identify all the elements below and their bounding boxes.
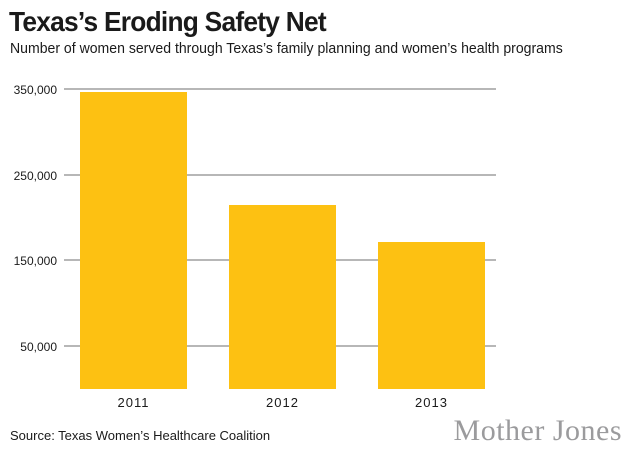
mother-jones-logo: Mother Jones: [453, 414, 622, 447]
gridline-350000: [64, 87, 496, 90]
bar-2013: [378, 242, 485, 389]
y-axis-tick-label: 50,000: [20, 340, 57, 355]
y-axis-tick-label: 150,000: [13, 254, 57, 269]
x-axis-tick-label: 2013: [415, 395, 448, 410]
x-axis-tick-label: 2011: [117, 395, 150, 410]
y-axis-tick-label: 250,000: [13, 168, 57, 183]
chart-title: Texas’s Eroding Safety Net: [9, 6, 327, 37]
chart-subtitle: Number of women served through Texas’s f…: [10, 41, 563, 57]
y-axis-tick-label: 350,000: [13, 82, 57, 97]
bar-2012: [229, 204, 336, 389]
source-credit: Source: Texas Women’s Healthcare Coaliti…: [10, 428, 271, 443]
x-axis-tick-label: 2012: [266, 395, 299, 410]
bar-2011: [80, 92, 187, 389]
gridline-250000: [64, 173, 496, 176]
